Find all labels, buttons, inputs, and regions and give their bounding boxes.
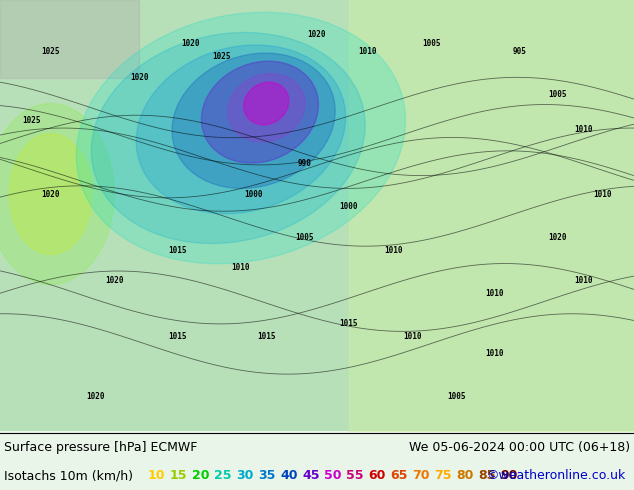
Ellipse shape: [202, 61, 318, 163]
Text: 35: 35: [258, 469, 275, 482]
Ellipse shape: [0, 103, 114, 285]
Text: ©weatheronline.co.uk: ©weatheronline.co.uk: [487, 469, 626, 482]
Text: 75: 75: [434, 469, 451, 482]
Ellipse shape: [76, 12, 406, 264]
Text: 1015: 1015: [257, 332, 276, 341]
Text: 1020: 1020: [130, 73, 149, 82]
Text: 1010: 1010: [358, 47, 377, 56]
Text: 1010: 1010: [485, 349, 504, 358]
Text: 1020: 1020: [181, 39, 200, 48]
Text: 1005: 1005: [295, 233, 314, 242]
Text: 25: 25: [214, 469, 231, 482]
Text: 50: 50: [324, 469, 342, 482]
Text: 1005: 1005: [548, 90, 567, 99]
Ellipse shape: [10, 134, 92, 254]
Text: 10: 10: [148, 469, 165, 482]
Text: 1020: 1020: [307, 30, 327, 39]
Text: 70: 70: [412, 469, 429, 482]
Text: 1005: 1005: [447, 392, 466, 401]
Text: 30: 30: [236, 469, 254, 482]
Text: 85: 85: [478, 469, 495, 482]
Text: 65: 65: [390, 469, 408, 482]
Text: 1020: 1020: [548, 233, 567, 242]
Text: 90: 90: [500, 469, 517, 482]
Text: 1005: 1005: [422, 39, 441, 48]
Text: 15: 15: [170, 469, 188, 482]
Ellipse shape: [243, 82, 289, 125]
Text: 1015: 1015: [168, 245, 187, 255]
Text: 1000: 1000: [339, 202, 358, 212]
Text: 1010: 1010: [384, 245, 403, 255]
Text: Surface pressure [hPa] ECMWF: Surface pressure [hPa] ECMWF: [4, 441, 197, 454]
Ellipse shape: [172, 53, 335, 189]
Text: 1025: 1025: [41, 47, 60, 56]
Text: 60: 60: [368, 469, 385, 482]
Ellipse shape: [136, 45, 346, 214]
Text: 1025: 1025: [22, 116, 41, 125]
Text: 55: 55: [346, 469, 363, 482]
Text: 1020: 1020: [86, 392, 105, 401]
Text: 40: 40: [280, 469, 297, 482]
Text: 1020: 1020: [105, 276, 124, 285]
Text: 20: 20: [192, 469, 209, 482]
Text: 1010: 1010: [485, 289, 504, 298]
Text: 80: 80: [456, 469, 474, 482]
Text: 1000: 1000: [244, 190, 263, 198]
Text: 1015: 1015: [168, 332, 187, 341]
Text: 1010: 1010: [574, 276, 593, 285]
Text: 1010: 1010: [593, 190, 612, 198]
Text: 1015: 1015: [339, 319, 358, 328]
Text: We 05-06-2024 00:00 UTC (06+18): We 05-06-2024 00:00 UTC (06+18): [409, 441, 630, 454]
Ellipse shape: [228, 74, 305, 142]
Ellipse shape: [91, 32, 365, 244]
Text: 1010: 1010: [403, 332, 422, 341]
Text: 1010: 1010: [231, 263, 250, 272]
Text: 905: 905: [513, 47, 527, 56]
Text: 1010: 1010: [574, 125, 593, 134]
Text: Isotachs 10m (km/h): Isotachs 10m (km/h): [4, 469, 133, 482]
Text: 1025: 1025: [212, 51, 231, 61]
Text: 990: 990: [297, 159, 311, 169]
Text: 1020: 1020: [41, 190, 60, 198]
Text: 45: 45: [302, 469, 320, 482]
